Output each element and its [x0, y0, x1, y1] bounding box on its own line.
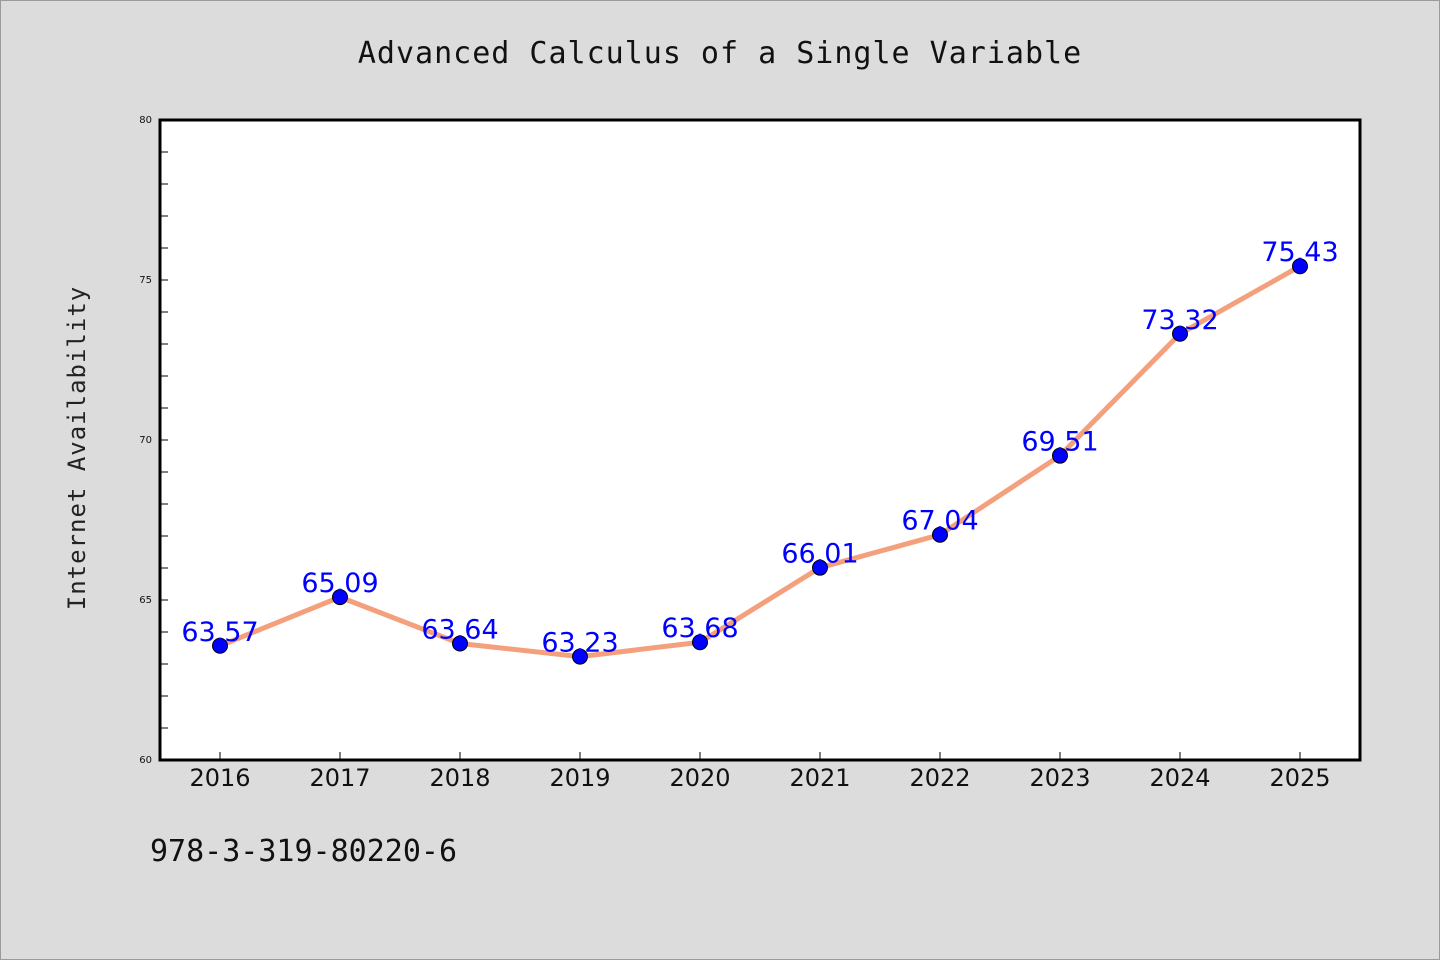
plot-area	[158, 118, 1362, 762]
data-point	[1052, 447, 1068, 464]
y-tick-label: 75	[139, 275, 152, 286]
data-label: 66.01	[781, 539, 858, 570]
data-label: 73.32	[1141, 305, 1218, 336]
data-point	[332, 589, 348, 606]
data-label: 75.43	[1261, 237, 1338, 268]
data-point	[1292, 258, 1308, 275]
series-layer	[217, 263, 1303, 660]
chart-title: Advanced Calculus of a Single Variable	[358, 36, 1082, 71]
x-tick-label: 2019	[549, 764, 610, 792]
y-tick-label: 60	[139, 755, 152, 766]
y-axis-ticks: 60 65 70 75 80	[139, 115, 168, 766]
data-point	[212, 637, 228, 654]
data-label: 69.51	[1021, 427, 1098, 458]
data-point	[692, 634, 708, 651]
data-point	[1172, 325, 1188, 342]
x-tick-label: 2021	[789, 764, 850, 792]
data-point	[932, 526, 948, 543]
y-axis-label: Internet Availability	[63, 286, 91, 610]
data-label: 67.04	[901, 506, 978, 537]
y-tick-label: 80	[139, 115, 152, 126]
marker-layer	[212, 258, 1308, 665]
x-tick-label: 2022	[909, 764, 970, 792]
data-point	[812, 559, 828, 576]
data-point	[572, 648, 588, 665]
x-tick-label: 2023	[1029, 764, 1090, 792]
data-label: 63.64	[421, 615, 498, 646]
x-tick-label: 2025	[1269, 764, 1330, 792]
y-minor-ticks	[160, 151, 168, 729]
data-label: 65.09	[301, 568, 378, 599]
isbn-footer: 978-3-319-80220-6	[150, 834, 458, 869]
data-point	[452, 635, 468, 652]
x-axis-ticks: 2016 2017 2018 2019 2020 2021 2022 2023 2024 2025	[189, 752, 1331, 792]
x-tick-label: 2017	[309, 764, 370, 792]
data-label-layer: 63.57 65.09 63.64 63.23 63.68 66.01 67.04 69.51…	[181, 237, 1338, 658]
x-tick-label: 2016	[189, 764, 250, 792]
x-tick-label: 2018	[429, 764, 490, 792]
data-label: 63.23	[541, 628, 618, 659]
series-line	[217, 263, 1303, 660]
y-tick-label: 70	[139, 435, 152, 446]
y-tick-label: 65	[139, 595, 152, 606]
x-tick-label: 2024	[1149, 764, 1210, 792]
data-label: 63.57	[181, 617, 258, 648]
data-label: 63.68	[661, 613, 738, 644]
x-tick-label: 2020	[669, 764, 730, 792]
